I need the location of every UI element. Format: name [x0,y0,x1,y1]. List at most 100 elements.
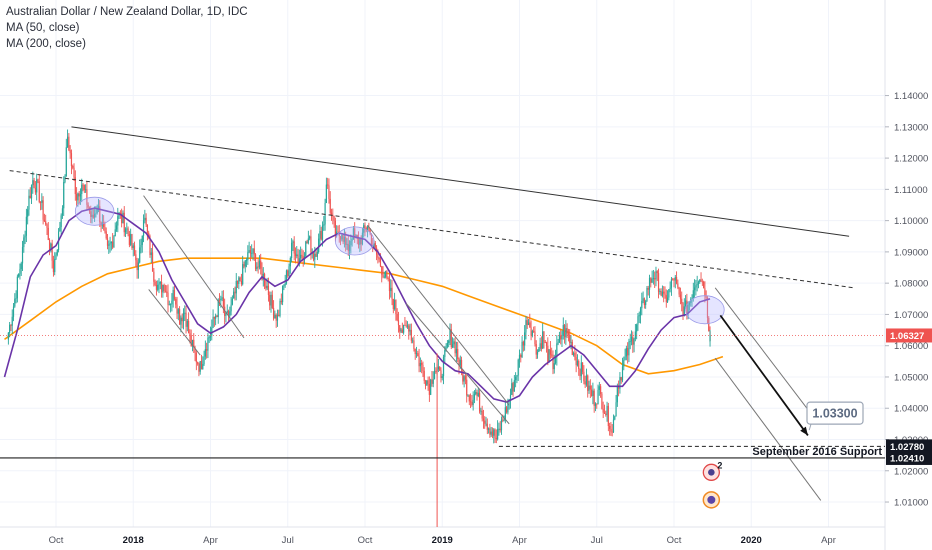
channel-2-upper-line[interactable] [367,225,510,406]
candle-body [162,284,164,293]
candle-body [91,214,93,217]
candle-body [677,283,679,288]
channel-2-lower-line[interactable] [405,303,510,425]
candle-body [495,437,497,440]
support-annotation: September 2016 Support [752,446,882,458]
candle-body [646,287,648,302]
ma-50-legend[interactable]: MA (50, close) [6,22,80,34]
candle-body [39,202,42,203]
candle-body [97,206,100,210]
candle-body [655,271,657,280]
ma-200-line[interactable] [4,257,724,375]
candle-body [694,287,696,291]
candle-body [405,325,407,327]
candle-body [611,431,613,433]
candle-body [493,429,495,436]
candle-body [625,348,627,357]
candle-body [108,244,110,246]
candle-body [318,238,320,253]
candle-body [113,236,115,248]
candle-body [538,349,540,353]
candle-body [248,250,250,253]
candle-body [90,211,92,217]
dashed-descending-trendline[interactable] [9,170,855,289]
candle-body [200,361,203,370]
candle-body [488,428,490,430]
candle-body [477,392,479,397]
candle-body [296,254,298,257]
candle-body [417,353,419,357]
candle-body [265,285,267,289]
target-callout-pointer [808,423,812,431]
candle-body [475,392,477,395]
last-price-tag: 1.06327 [890,331,924,342]
candle-body [458,358,460,366]
candle-body [534,331,536,345]
candle-body [151,252,154,272]
candle-body [565,328,567,338]
candle-body [448,340,450,343]
candle-body [449,329,451,341]
ma-200-line-group [4,257,724,375]
candle-body [373,243,375,248]
candle-body [632,336,634,345]
candle-body [261,268,263,280]
candle-body [409,329,411,332]
projection-arrow[interactable] [719,314,809,436]
time-tick-label: Oct [358,535,373,546]
highlight-ellipse-2017-top[interactable] [74,196,115,226]
candle-body [647,287,649,290]
candle-body [139,247,141,263]
candle-body [171,300,173,305]
drawings[interactable]: September 2016 Support 1.03300 2 [0,126,885,527]
candle-body [659,291,661,292]
candle-body [258,260,261,268]
candle-body [422,364,424,371]
candle-body [696,284,698,286]
candle-body [468,395,470,402]
candle-body [76,194,78,201]
candle-body [360,237,362,245]
candle-body [132,245,134,248]
candle-body [278,314,280,316]
candle-body [46,224,48,228]
candle-body [600,386,602,394]
candle-body [23,237,25,248]
event-badge-count: 2 [717,460,722,470]
time-axis-ticks: Oct 2018 Apr Jul Oct 2019 Apr Jul Oct 2020 Apr [49,535,836,546]
candle-body [561,335,563,340]
ma-200-legend[interactable]: MA (200, close) [6,38,86,50]
candle-body [92,214,94,218]
target-callout-box[interactable] [806,401,864,425]
highlight-ellipse-2018-top[interactable] [334,226,375,256]
highlight-ellipse-2019-top[interactable] [685,295,725,325]
candle-body [275,314,277,321]
candle-body [596,403,598,405]
candle-body [415,353,418,355]
channel-1-upper-line[interactable] [143,195,245,339]
candle-body [315,253,317,257]
candle-body [345,237,347,245]
candle-body [207,337,209,351]
candle-body [418,356,420,367]
candle-body [175,298,177,305]
candle-body [674,277,676,281]
time-tick-label: Apr [512,535,527,546]
candle-body [341,234,343,240]
projection-lower-line[interactable] [714,357,822,501]
projection-upper-line[interactable] [714,287,811,414]
candle-body [633,338,635,345]
candle-body [302,256,304,261]
candle-body [506,407,508,413]
major-descending-trendline[interactable] [71,126,850,237]
candle-body [253,248,255,255]
candle-body [85,189,87,191]
candle-body [502,419,504,421]
candle-body [672,279,674,281]
ma-50-line[interactable] [3,207,711,403]
candle-body [512,383,514,392]
channel-1-lower-line[interactable] [148,289,201,356]
support-tag-lower: 1.02410 [890,453,924,464]
